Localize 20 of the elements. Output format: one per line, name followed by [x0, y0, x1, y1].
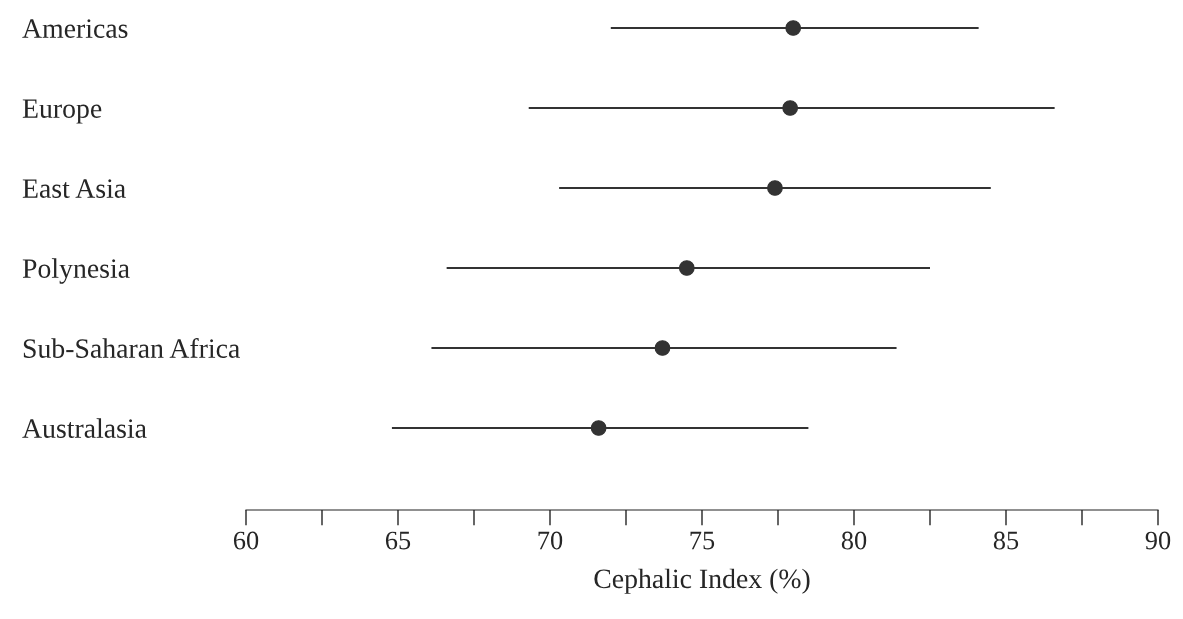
point — [678, 260, 695, 276]
y-tick-label: Americas — [22, 19, 128, 38]
y-tick-label: Sub-Saharan Africa — [23, 338, 240, 358]
x-tick-label: 90 — [1145, 531, 1171, 550]
y-tick-label: Australasia — [22, 418, 147, 438]
point — [767, 180, 783, 196]
x-tick-label: 60 — [233, 531, 259, 550]
x-tick-label: 85 — [993, 531, 1019, 550]
x-tick-label: 80 — [841, 531, 867, 550]
x-tick-label: 65 — [385, 531, 411, 550]
y-tick-label: East Asia — [22, 179, 126, 198]
x-axis-title: Cephalic Index (%) — [594, 568, 810, 594]
x-tick-label: 75 — [690, 531, 715, 550]
point — [782, 100, 799, 116]
y-tick-label: Polynesia — [22, 258, 130, 284]
x-tick-label: 70 — [538, 531, 563, 550]
point — [654, 340, 671, 356]
y-tick-label: Europe — [22, 99, 102, 124]
point — [590, 420, 607, 436]
point — [785, 20, 802, 36]
